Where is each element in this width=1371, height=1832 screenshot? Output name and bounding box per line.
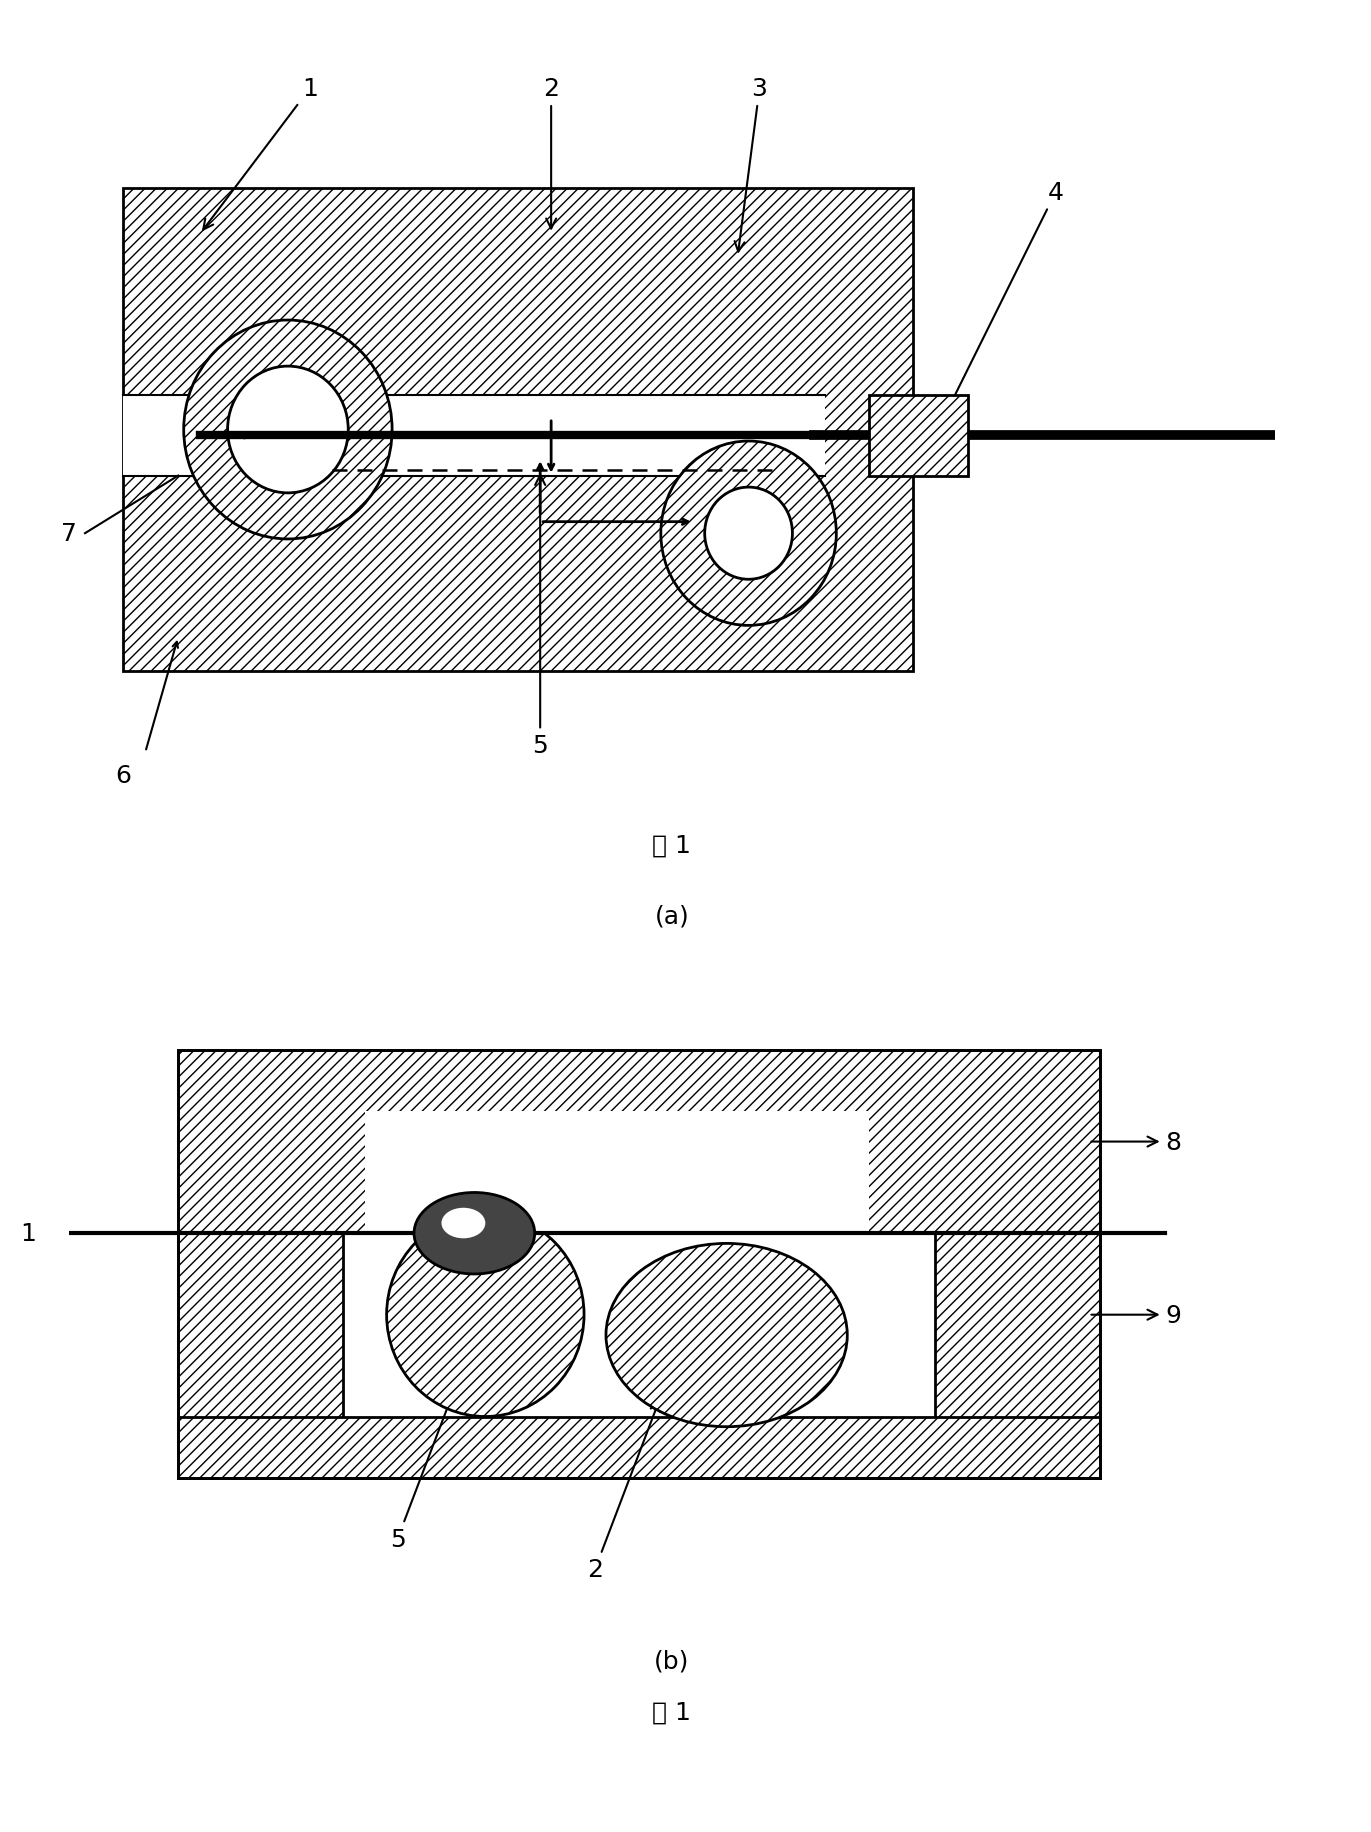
Circle shape (705, 487, 792, 581)
FancyBboxPatch shape (178, 1050, 1100, 1233)
Text: 5: 5 (532, 476, 548, 758)
Text: (b): (b) (654, 1649, 690, 1673)
Text: 图 1: 图 1 (653, 834, 691, 857)
Text: 1: 1 (203, 77, 318, 231)
FancyBboxPatch shape (123, 396, 825, 476)
Circle shape (228, 366, 348, 493)
Text: 图 1: 图 1 (653, 1700, 691, 1724)
Text: 7: 7 (60, 522, 77, 546)
Ellipse shape (414, 1193, 535, 1275)
Text: 2: 2 (587, 1401, 659, 1581)
Circle shape (661, 442, 836, 627)
Circle shape (184, 321, 392, 540)
Text: 6: 6 (115, 764, 132, 788)
FancyBboxPatch shape (365, 1112, 606, 1233)
Ellipse shape (441, 1207, 485, 1238)
FancyBboxPatch shape (935, 1233, 1100, 1478)
Text: (a): (a) (654, 903, 690, 929)
Text: 8: 8 (1091, 1130, 1182, 1154)
Text: 5: 5 (389, 1370, 462, 1552)
FancyBboxPatch shape (178, 1233, 343, 1478)
FancyBboxPatch shape (869, 396, 968, 476)
FancyBboxPatch shape (123, 189, 913, 672)
FancyBboxPatch shape (178, 1233, 1100, 1478)
FancyBboxPatch shape (178, 1416, 1100, 1478)
Text: 1: 1 (19, 1222, 36, 1246)
Text: 4: 4 (938, 181, 1064, 432)
FancyBboxPatch shape (343, 1233, 979, 1416)
Text: 3: 3 (735, 77, 768, 253)
Ellipse shape (387, 1213, 584, 1416)
Ellipse shape (606, 1244, 847, 1427)
Text: 2: 2 (543, 77, 559, 229)
Text: 9: 9 (1091, 1303, 1182, 1326)
FancyBboxPatch shape (584, 1112, 869, 1233)
